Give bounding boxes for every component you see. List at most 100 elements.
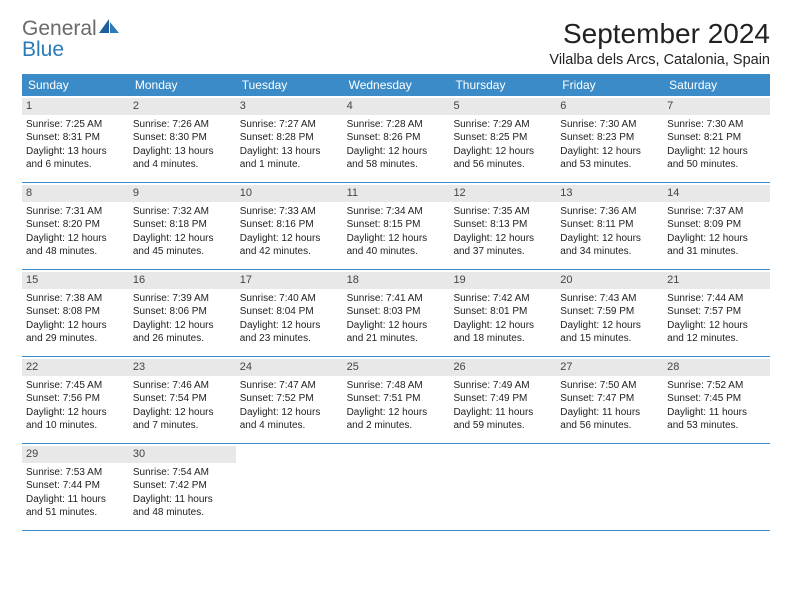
sunrise-text: Sunrise: 7:35 AM bbox=[453, 205, 552, 219]
day-text: Daylight: 11 hours and 53 minutes. bbox=[667, 406, 766, 433]
sunrise-text: Sunrise: 7:49 AM bbox=[453, 379, 552, 393]
sunset-text: Sunset: 7:56 PM bbox=[26, 392, 125, 406]
day-text: Daylight: 11 hours and 59 minutes. bbox=[453, 406, 552, 433]
sunrise-text: Sunrise: 7:30 AM bbox=[667, 118, 766, 132]
sunrise-text: Sunrise: 7:46 AM bbox=[133, 379, 232, 393]
day-cell: 29Sunrise: 7:53 AMSunset: 7:44 PMDayligh… bbox=[22, 444, 129, 530]
day-text: Daylight: 12 hours and 31 minutes. bbox=[667, 232, 766, 259]
day-number: 17 bbox=[236, 272, 343, 289]
day-text: Daylight: 12 hours and 34 minutes. bbox=[560, 232, 659, 259]
day-text: Daylight: 12 hours and 23 minutes. bbox=[240, 319, 339, 346]
day-text: Daylight: 12 hours and 7 minutes. bbox=[133, 406, 232, 433]
day-cell: 12Sunrise: 7:35 AMSunset: 8:13 PMDayligh… bbox=[449, 183, 556, 269]
day-number: 23 bbox=[129, 359, 236, 376]
sunset-text: Sunset: 7:51 PM bbox=[347, 392, 446, 406]
sunset-text: Sunset: 7:42 PM bbox=[133, 479, 232, 493]
week-row: 15Sunrise: 7:38 AMSunset: 8:08 PMDayligh… bbox=[22, 270, 770, 357]
sunset-text: Sunset: 7:49 PM bbox=[453, 392, 552, 406]
day-text: Daylight: 12 hours and 42 minutes. bbox=[240, 232, 339, 259]
day-number: 27 bbox=[556, 359, 663, 376]
header: General Blue September 2024 Vilalba dels… bbox=[22, 18, 770, 68]
sunset-text: Sunset: 7:52 PM bbox=[240, 392, 339, 406]
day-cell: 5Sunrise: 7:29 AMSunset: 8:25 PMDaylight… bbox=[449, 96, 556, 182]
day-number: 7 bbox=[663, 98, 770, 115]
day-text: Daylight: 12 hours and 56 minutes. bbox=[453, 145, 552, 172]
sunrise-text: Sunrise: 7:32 AM bbox=[133, 205, 232, 219]
day-number: 10 bbox=[236, 185, 343, 202]
day-number: 29 bbox=[22, 446, 129, 463]
day-cell: 1Sunrise: 7:25 AMSunset: 8:31 PMDaylight… bbox=[22, 96, 129, 182]
sunrise-text: Sunrise: 7:41 AM bbox=[347, 292, 446, 306]
day-number: 6 bbox=[556, 98, 663, 115]
day-number: 16 bbox=[129, 272, 236, 289]
week-row: 1Sunrise: 7:25 AMSunset: 8:31 PMDaylight… bbox=[22, 96, 770, 183]
day-number: 21 bbox=[663, 272, 770, 289]
day-text: Daylight: 12 hours and 58 minutes. bbox=[347, 145, 446, 172]
day-cell: 13Sunrise: 7:36 AMSunset: 8:11 PMDayligh… bbox=[556, 183, 663, 269]
day-cell: 21Sunrise: 7:44 AMSunset: 7:57 PMDayligh… bbox=[663, 270, 770, 356]
day-number: 20 bbox=[556, 272, 663, 289]
day-cell: 11Sunrise: 7:34 AMSunset: 8:15 PMDayligh… bbox=[343, 183, 450, 269]
week-row: 29Sunrise: 7:53 AMSunset: 7:44 PMDayligh… bbox=[22, 444, 770, 531]
day-text: Daylight: 12 hours and 15 minutes. bbox=[560, 319, 659, 346]
logo-text-general: General bbox=[22, 17, 97, 40]
day-number: 24 bbox=[236, 359, 343, 376]
weekday-header: Tuesday bbox=[236, 74, 343, 96]
sunrise-text: Sunrise: 7:25 AM bbox=[26, 118, 125, 132]
sunrise-text: Sunrise: 7:44 AM bbox=[667, 292, 766, 306]
day-cell: 4Sunrise: 7:28 AMSunset: 8:26 PMDaylight… bbox=[343, 96, 450, 182]
day-text: Daylight: 12 hours and 18 minutes. bbox=[453, 319, 552, 346]
day-cell: 2Sunrise: 7:26 AMSunset: 8:30 PMDaylight… bbox=[129, 96, 236, 182]
sunrise-text: Sunrise: 7:33 AM bbox=[240, 205, 339, 219]
day-cell: 19Sunrise: 7:42 AMSunset: 8:01 PMDayligh… bbox=[449, 270, 556, 356]
logo-text-blue: Blue bbox=[22, 39, 121, 60]
sunrise-text: Sunrise: 7:34 AM bbox=[347, 205, 446, 219]
day-number: 18 bbox=[343, 272, 450, 289]
day-text: Daylight: 12 hours and 50 minutes. bbox=[667, 145, 766, 172]
sunset-text: Sunset: 7:54 PM bbox=[133, 392, 232, 406]
day-number: 22 bbox=[22, 359, 129, 376]
day-cell: 28Sunrise: 7:52 AMSunset: 7:45 PMDayligh… bbox=[663, 357, 770, 443]
sunset-text: Sunset: 7:59 PM bbox=[560, 305, 659, 319]
day-text: Daylight: 13 hours and 1 minute. bbox=[240, 145, 339, 172]
day-number: 8 bbox=[22, 185, 129, 202]
sunrise-text: Sunrise: 7:45 AM bbox=[26, 379, 125, 393]
day-number: 28 bbox=[663, 359, 770, 376]
sunset-text: Sunset: 8:26 PM bbox=[347, 131, 446, 145]
day-text: Daylight: 12 hours and 37 minutes. bbox=[453, 232, 552, 259]
day-number: 30 bbox=[129, 446, 236, 463]
sunrise-text: Sunrise: 7:26 AM bbox=[133, 118, 232, 132]
day-cell: 9Sunrise: 7:32 AMSunset: 8:18 PMDaylight… bbox=[129, 183, 236, 269]
sunrise-text: Sunrise: 7:29 AM bbox=[453, 118, 552, 132]
logo: General Blue bbox=[22, 18, 121, 60]
week-row: 8Sunrise: 7:31 AMSunset: 8:20 PMDaylight… bbox=[22, 183, 770, 270]
sunset-text: Sunset: 8:11 PM bbox=[560, 218, 659, 232]
sunrise-text: Sunrise: 7:47 AM bbox=[240, 379, 339, 393]
sunrise-text: Sunrise: 7:42 AM bbox=[453, 292, 552, 306]
day-text: Daylight: 11 hours and 48 minutes. bbox=[133, 493, 232, 520]
day-number: 25 bbox=[343, 359, 450, 376]
month-title: September 2024 bbox=[549, 18, 770, 50]
day-cell-empty bbox=[236, 444, 343, 530]
sunset-text: Sunset: 8:16 PM bbox=[240, 218, 339, 232]
sunrise-text: Sunrise: 7:27 AM bbox=[240, 118, 339, 132]
day-number: 11 bbox=[343, 185, 450, 202]
day-cell: 23 Sunrise: 7:46 AMSunset: 7:54 PMDayligh… bbox=[129, 357, 236, 443]
day-cell: 27Sunrise: 7:50 AMSunset: 7:47 PMDayligh… bbox=[556, 357, 663, 443]
sunset-text: Sunset: 8:31 PM bbox=[26, 131, 125, 145]
day-text: Daylight: 12 hours and 12 minutes. bbox=[667, 319, 766, 346]
sunrise-text: Sunrise: 7:28 AM bbox=[347, 118, 446, 132]
sunrise-text: Sunrise: 7:39 AM bbox=[133, 292, 232, 306]
day-text: Daylight: 12 hours and 48 minutes. bbox=[26, 232, 125, 259]
sunset-text: Sunset: 8:20 PM bbox=[26, 218, 125, 232]
sunset-text: Sunset: 8:03 PM bbox=[347, 305, 446, 319]
day-cell: 25Sunrise: 7:48 AMSunset: 7:51 PMDayligh… bbox=[343, 357, 450, 443]
day-number: 14 bbox=[663, 185, 770, 202]
day-text: Daylight: 12 hours and 29 minutes. bbox=[26, 319, 125, 346]
sunset-text: Sunset: 7:45 PM bbox=[667, 392, 766, 406]
day-number: 26 bbox=[449, 359, 556, 376]
title-block: September 2024 Vilalba dels Arcs, Catalo… bbox=[549, 18, 770, 68]
sunset-text: Sunset: 8:09 PM bbox=[667, 218, 766, 232]
day-cell: 26 Sunrise: 7:49 AMSunset: 7:49 PMDayligh… bbox=[449, 357, 556, 443]
sunrise-text: Sunrise: 7:43 AM bbox=[560, 292, 659, 306]
